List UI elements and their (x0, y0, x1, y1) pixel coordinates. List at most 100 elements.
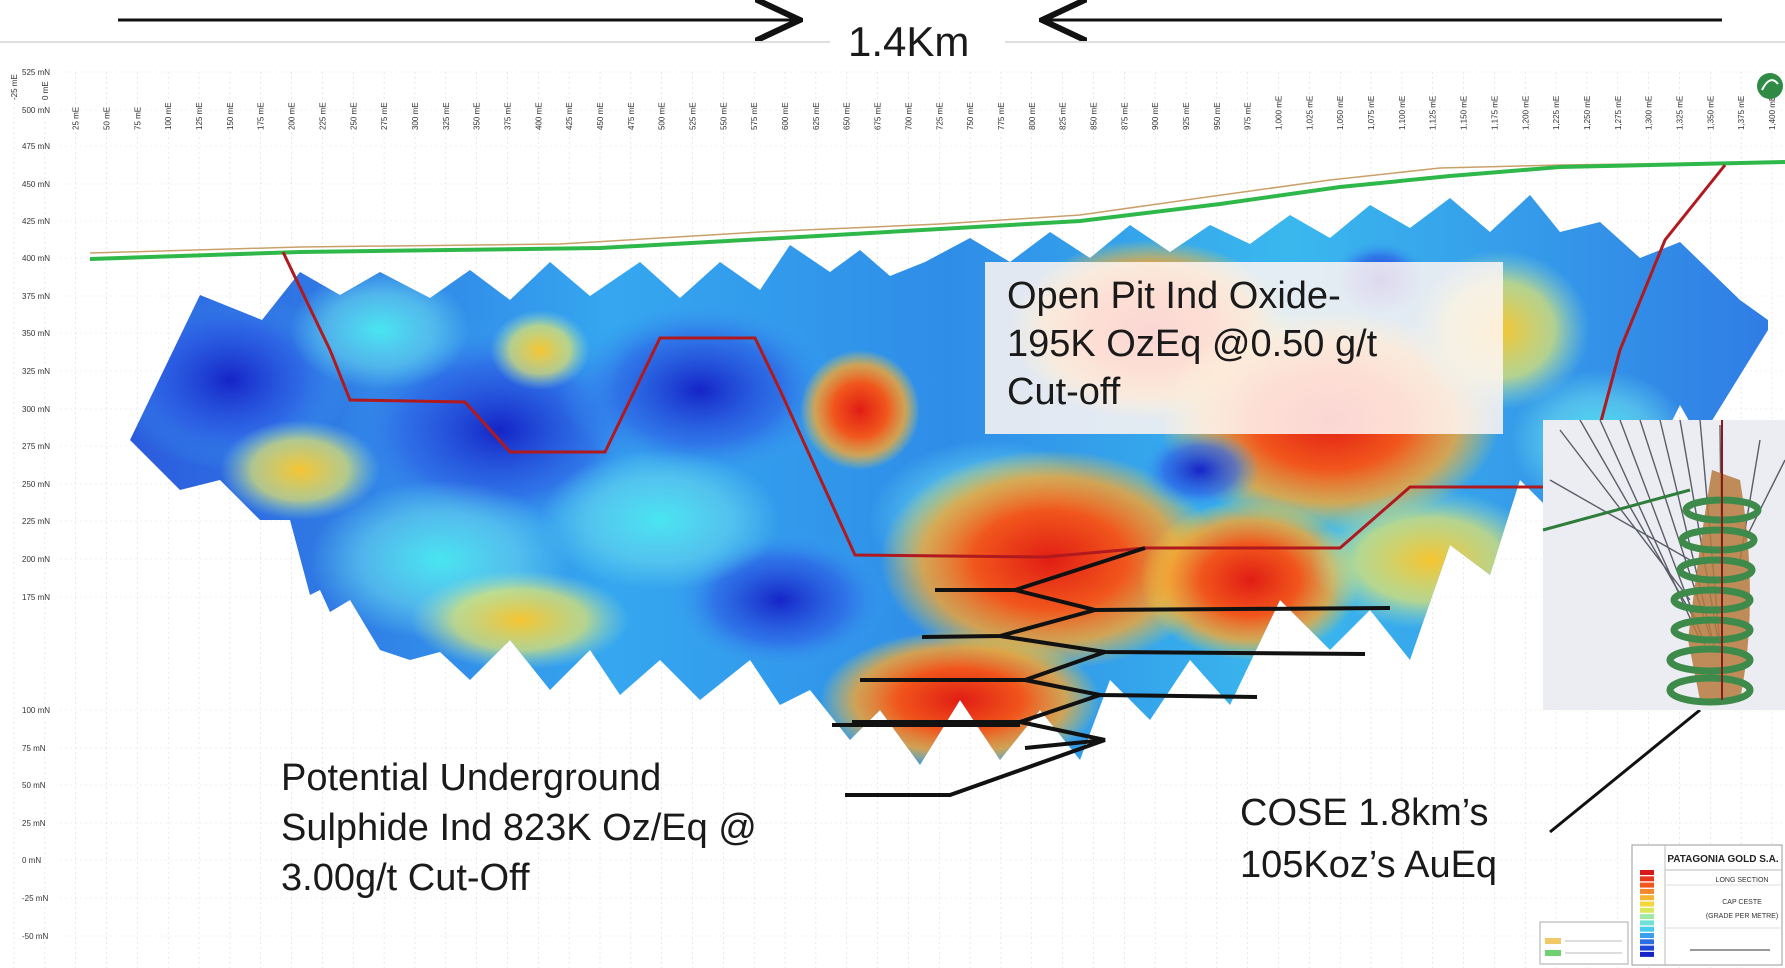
easting-tick-label: 150 mE (226, 102, 235, 130)
northing-tick-label: 0 mN (22, 856, 41, 865)
northing-tick-label: 500 mN (22, 106, 50, 115)
legend-swatch (1640, 945, 1654, 951)
easting-tick-label: 1,275 mE (1614, 96, 1623, 130)
northing-tick-label: 225 mN (22, 517, 50, 526)
easting-tick-label: 525 mE (689, 102, 698, 130)
easting-tick-label: 1,325 mE (1675, 96, 1684, 130)
easting-tick-label: 850 mE (1089, 102, 1098, 130)
underground-projection-lines (832, 546, 1391, 797)
easting-tick-label: 50 mE (103, 107, 112, 130)
reference-legend (1539, 921, 1629, 965)
easting-tick-label: 225 mE (318, 102, 327, 130)
underground-annotation: Potential Underground Sulphide Ind 823K … (281, 757, 757, 899)
easting-tick-label: 700 mE (904, 102, 913, 130)
company-logo (1757, 73, 1783, 99)
title-block-line3: (GRADE PER METRE) (1706, 913, 1778, 920)
legend-swatch (1640, 939, 1654, 945)
cose-annotation: COSE 1.8km’s 105Koz’s AuEq (1240, 792, 1498, 886)
easting-tick-label: 450 mE (596, 102, 605, 130)
easting-tick-label: 0 mE (41, 81, 50, 100)
easting-axis: -25 mE 0 mE 25 mE 50 mE 75 mE 100 mE 125 mE 150… (10, 74, 1777, 130)
easting-tick-label: 275 mE (380, 102, 389, 130)
northing-tick-label: 25 mN (22, 819, 46, 828)
easting-tick-label: 75 mE (133, 107, 142, 130)
grade-legend (1640, 870, 1654, 957)
northing-tick-label: 250 mN (22, 480, 50, 489)
easting-tick-label: 300 mE (411, 102, 420, 130)
northing-tick-label: -25 mN (22, 894, 48, 903)
easting-tick-label: 1,150 mE (1460, 96, 1469, 130)
easting-tick-label: 400 mE (534, 102, 543, 130)
northing-tick-label: 325 mN (22, 367, 50, 376)
easting-tick-label: 350 mE (473, 102, 482, 130)
legend-swatch (1640, 882, 1654, 888)
northing-tick-label: 450 mN (22, 180, 50, 189)
easting-tick-label: 25 mE (72, 107, 81, 130)
easting-tick-label: 675 mE (874, 102, 883, 130)
easting-tick-label: 625 mE (812, 102, 821, 130)
northing-tick-label: 175 mN (22, 593, 50, 602)
easting-tick-label: 1,250 mE (1583, 96, 1592, 130)
easting-tick-label: 1,100 mE (1398, 96, 1407, 130)
easting-tick-label: 800 mE (1028, 102, 1037, 130)
northing-tick-label: 525 mN (22, 68, 50, 77)
open-pit-annotation: Open Pit Ind Oxide- 195K OzEq @0.50 g/t … (1007, 275, 1378, 413)
easting-tick-label: 1,200 mE (1521, 96, 1530, 130)
northing-tick-label: 425 mN (22, 217, 50, 226)
legend-swatch (1640, 907, 1654, 913)
easting-tick-label: 775 mE (997, 102, 1006, 130)
easting-tick-label: 725 mE (935, 102, 944, 130)
easting-tick-label: 950 mE (1213, 102, 1222, 130)
grade-contour-section (130, 195, 1768, 765)
northing-axis: 525 mN 500 mN 475 mN 450 mN 425 mN 400 mN 375 … (22, 68, 50, 941)
easting-tick-label: 1,075 mE (1367, 96, 1376, 130)
easting-tick-label: 500 mE (658, 102, 667, 130)
northing-tick-label: 75 mN (22, 744, 46, 753)
easting-tick-label: 900 mE (1151, 102, 1160, 130)
northing-tick-label: 200 mN (22, 555, 50, 564)
easting-tick-label: 875 mE (1120, 102, 1129, 130)
northing-tick-label: 100 mN (22, 706, 50, 715)
easting-tick-label: 200 mE (288, 102, 297, 130)
easting-tick-label: 650 mE (843, 102, 852, 130)
cose-3d-inset (1542, 419, 1785, 710)
easting-tick-label: 1,350 mE (1706, 96, 1715, 130)
easting-tick-label: 825 mE (1059, 102, 1068, 130)
northing-tick-label: 50 mN (22, 781, 46, 790)
title-block-company: PATAGONIA GOLD S.A. (1667, 854, 1779, 865)
title-block-line1: LONG SECTION (1716, 877, 1769, 884)
legend-swatch (1640, 951, 1654, 957)
legend-swatch (1640, 926, 1654, 932)
open-pit-annotation-box (985, 262, 1503, 434)
easting-tick-label: 750 mE (966, 102, 975, 130)
grid-lines (13, 71, 1785, 968)
legend-swatch (1640, 933, 1654, 938)
legend-swatch (1640, 876, 1654, 882)
northing-tick-label: 350 mN (22, 329, 50, 338)
northing-tick-label: 475 mN (22, 142, 50, 151)
easting-tick-label: 925 mE (1182, 102, 1191, 130)
easting-tick-label: 1,375 mE (1737, 96, 1746, 130)
easting-tick-label: 375 mE (503, 102, 512, 130)
legend-swatch (1640, 901, 1654, 907)
easting-tick-label: 1,175 mE (1490, 96, 1499, 130)
easting-tick-label: -25 mE (10, 74, 19, 100)
scale-arrows (0, 20, 1785, 43)
easting-tick-label: 1,300 mE (1645, 96, 1654, 130)
easting-tick-label: 1,050 mE (1336, 96, 1345, 130)
easting-tick-label: 1,000 mE (1275, 96, 1284, 130)
legend-swatch (1640, 920, 1654, 926)
title-block-line2: CAP CESTE (1722, 899, 1762, 906)
legend-swatch (1640, 870, 1654, 875)
legend-swatch (1640, 914, 1654, 920)
easting-tick-label: 325 mE (442, 102, 451, 130)
easting-tick-label: 100 mE (164, 102, 173, 130)
easting-tick-label: 575 mE (750, 102, 759, 130)
easting-tick-label: 475 mE (627, 102, 636, 130)
northing-tick-label: 375 mN (22, 292, 50, 301)
easting-tick-label: 1,400 mE (1768, 96, 1777, 130)
topography-surface (89, 160, 1785, 261)
legend-swatch (1640, 888, 1654, 894)
legend-swatch (1640, 895, 1654, 901)
easting-tick-label: 175 mE (257, 102, 266, 130)
